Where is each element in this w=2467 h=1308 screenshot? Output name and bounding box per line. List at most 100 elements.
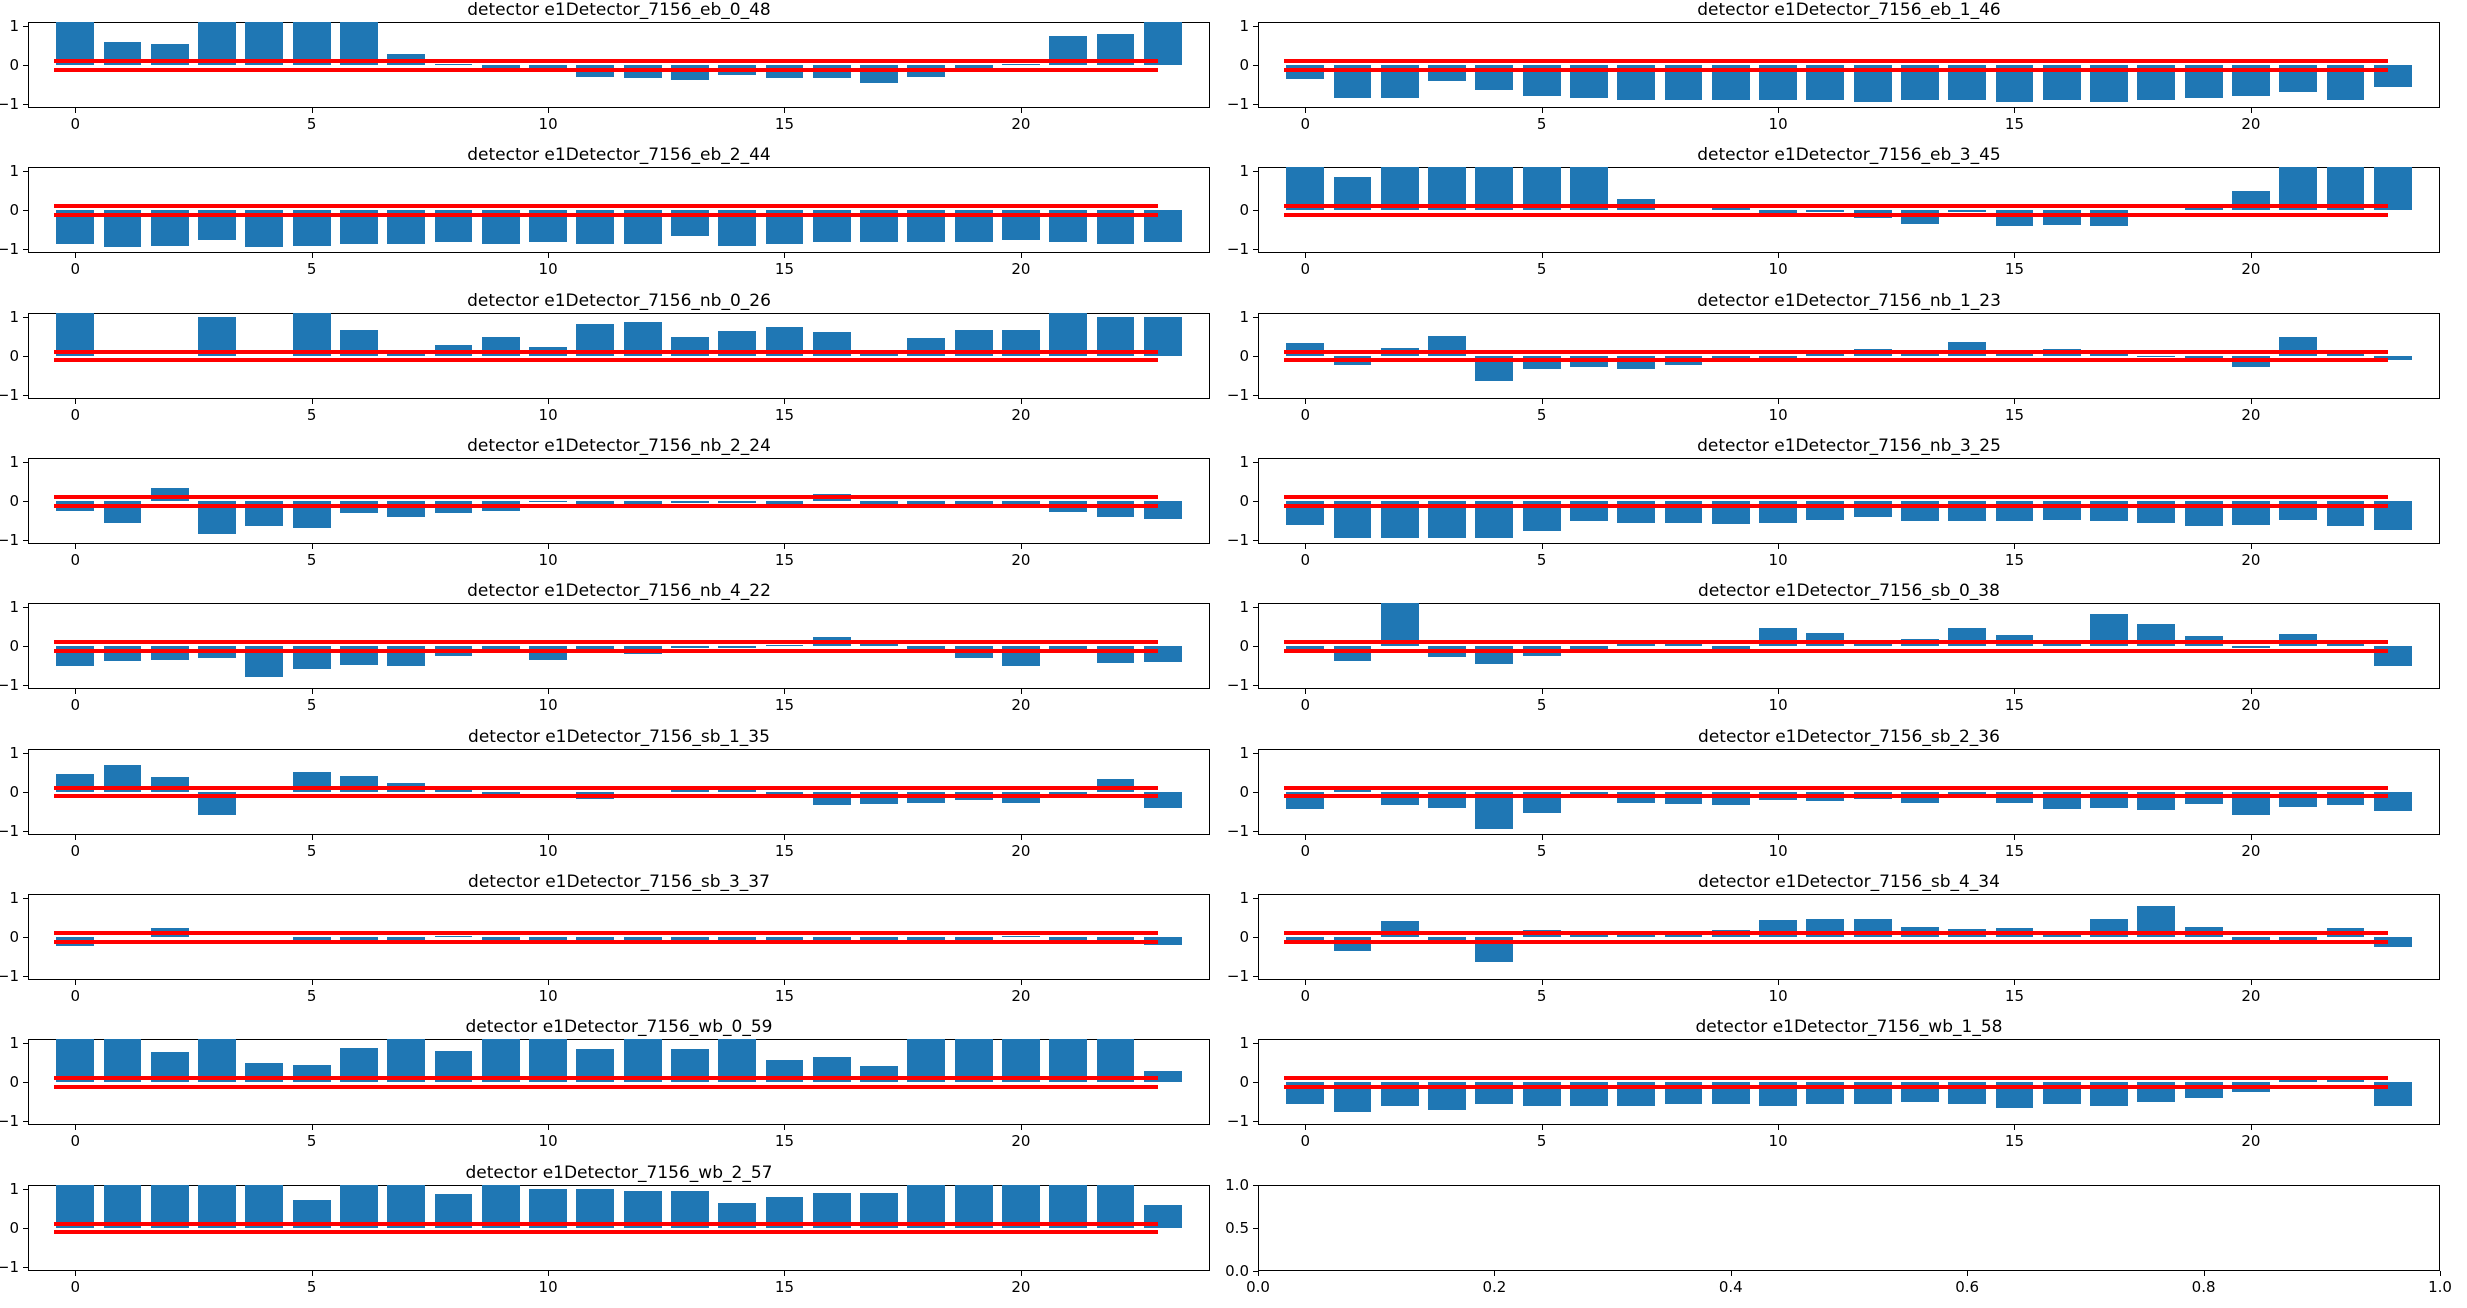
y-tick-mark — [23, 355, 28, 357]
bar — [1570, 167, 1608, 211]
threshold-line-lower — [54, 503, 1158, 508]
x-tick-mark — [1305, 544, 1307, 549]
x-tick-label: 10 — [538, 1132, 558, 1151]
threshold-line-upper — [54, 349, 1158, 354]
x-tick-mark — [784, 689, 786, 695]
bar — [1806, 354, 1845, 356]
x-tick-mark — [75, 980, 77, 985]
bar — [1948, 791, 1987, 794]
x-tick-label: 5 — [306, 696, 317, 715]
bar — [1995, 353, 2034, 356]
y-tick-mark — [23, 685, 28, 687]
x-tick-mark — [311, 544, 313, 549]
y-tick-label: 0 — [9, 56, 19, 74]
y-tick-mark — [23, 461, 28, 463]
y-tick-mark — [23, 607, 28, 609]
x-tick-mark — [548, 253, 550, 259]
threshold-line-upper — [54, 59, 1158, 64]
x-tick-label: 15 — [774, 1132, 795, 1151]
y-tick-mark — [1253, 25, 1258, 27]
x-tick-mark — [2014, 253, 2016, 259]
bar — [340, 937, 378, 941]
y-tick-label: 1 — [9, 452, 19, 471]
x-tick-mark — [311, 834, 313, 840]
bar — [954, 501, 993, 505]
x-tick-label: 0 — [70, 696, 81, 715]
x-tick-label: 15 — [2004, 115, 2025, 133]
bar — [1049, 937, 1088, 941]
bar — [954, 937, 993, 941]
x-tick-label: 0.2 — [1482, 1277, 1507, 1296]
y-tick-label: −1 — [0, 676, 19, 695]
x-tick-label: 15 — [774, 987, 795, 1005]
bar — [718, 790, 757, 792]
bar — [2373, 167, 2412, 211]
bar — [2326, 1079, 2365, 1083]
x-tick-label: 20 — [2241, 260, 2261, 279]
y-tick-mark — [1253, 1043, 1258, 1045]
bar — [576, 501, 615, 505]
x-tick-mark — [1258, 1270, 1259, 1276]
y-tick-mark — [23, 1082, 28, 1084]
x-tick-label: 5 — [306, 1277, 317, 1296]
y-tick-label: 1 — [9, 307, 19, 326]
y-tick-label: 1 — [9, 743, 19, 762]
x-tick-label: 10 — [1768, 1132, 1788, 1151]
x-tick-mark — [1541, 398, 1543, 404]
x-tick-label: 5 — [306, 260, 317, 279]
y-tick-label: −1 — [1226, 95, 1249, 114]
bar — [529, 937, 567, 941]
bar — [812, 937, 851, 941]
bar — [529, 1039, 567, 1083]
bar — [576, 1188, 615, 1228]
y-tick-mark — [1253, 976, 1258, 978]
bar — [1664, 933, 1703, 937]
y-tick-label: −1 — [1226, 1112, 1249, 1131]
x-tick-label: 0.6 — [1955, 1277, 1980, 1296]
x-tick-mark — [75, 544, 77, 549]
bar — [1759, 355, 1797, 360]
x-tick-mark — [311, 1270, 313, 1276]
x-tick-mark — [1778, 980, 1780, 985]
y-tick-label: 0 — [1239, 637, 1249, 656]
y-tick-mark — [1253, 646, 1258, 648]
x-tick-label: 10 — [1768, 696, 1788, 715]
y-tick-label: 1 — [1239, 162, 1249, 181]
chart-title: detector e1Detector_7156_sb_0_38 — [1698, 581, 2000, 602]
y-tick-mark — [1253, 752, 1258, 754]
x-tick-mark — [1305, 253, 1307, 259]
bar — [56, 1184, 95, 1228]
bar — [576, 937, 615, 941]
x-tick-mark — [75, 253, 77, 259]
x-tick-mark — [784, 544, 786, 549]
bar — [1049, 1039, 1088, 1083]
x-tick-label: 0 — [1300, 696, 1311, 715]
y-tick-mark — [1253, 685, 1258, 687]
x-tick-label: 5 — [1536, 115, 1547, 133]
x-tick-mark — [784, 980, 786, 985]
x-tick-mark — [1541, 689, 1543, 695]
x-tick-label: 5 — [1536, 405, 1547, 424]
x-tick-label: 0 — [70, 987, 81, 1005]
x-tick-label: 5 — [306, 987, 317, 1005]
y-tick-mark — [23, 937, 28, 938]
x-tick-label: 0 — [70, 841, 81, 860]
bar — [1522, 167, 1561, 211]
x-tick-label: 10 — [538, 696, 558, 715]
y-tick-mark — [1253, 65, 1258, 66]
y-tick-mark — [1253, 1227, 1258, 1229]
x-tick-mark — [1020, 1125, 1022, 1131]
y-tick-mark — [1253, 355, 1258, 357]
x-tick-mark — [1305, 834, 1307, 840]
bar — [1428, 167, 1467, 211]
x-tick-mark — [2014, 544, 2016, 549]
threshold-line-upper — [1284, 785, 2388, 790]
bar — [198, 1039, 237, 1083]
y-tick-label: 0 — [1239, 492, 1249, 510]
x-tick-mark — [1020, 253, 1022, 259]
y-tick-mark — [23, 249, 28, 251]
x-tick-label: 15 — [774, 260, 795, 279]
bar — [954, 1039, 993, 1083]
x-tick-mark — [2014, 689, 2016, 695]
chart-title: detector e1Detector_7156_sb_4_34 — [1698, 872, 2000, 892]
